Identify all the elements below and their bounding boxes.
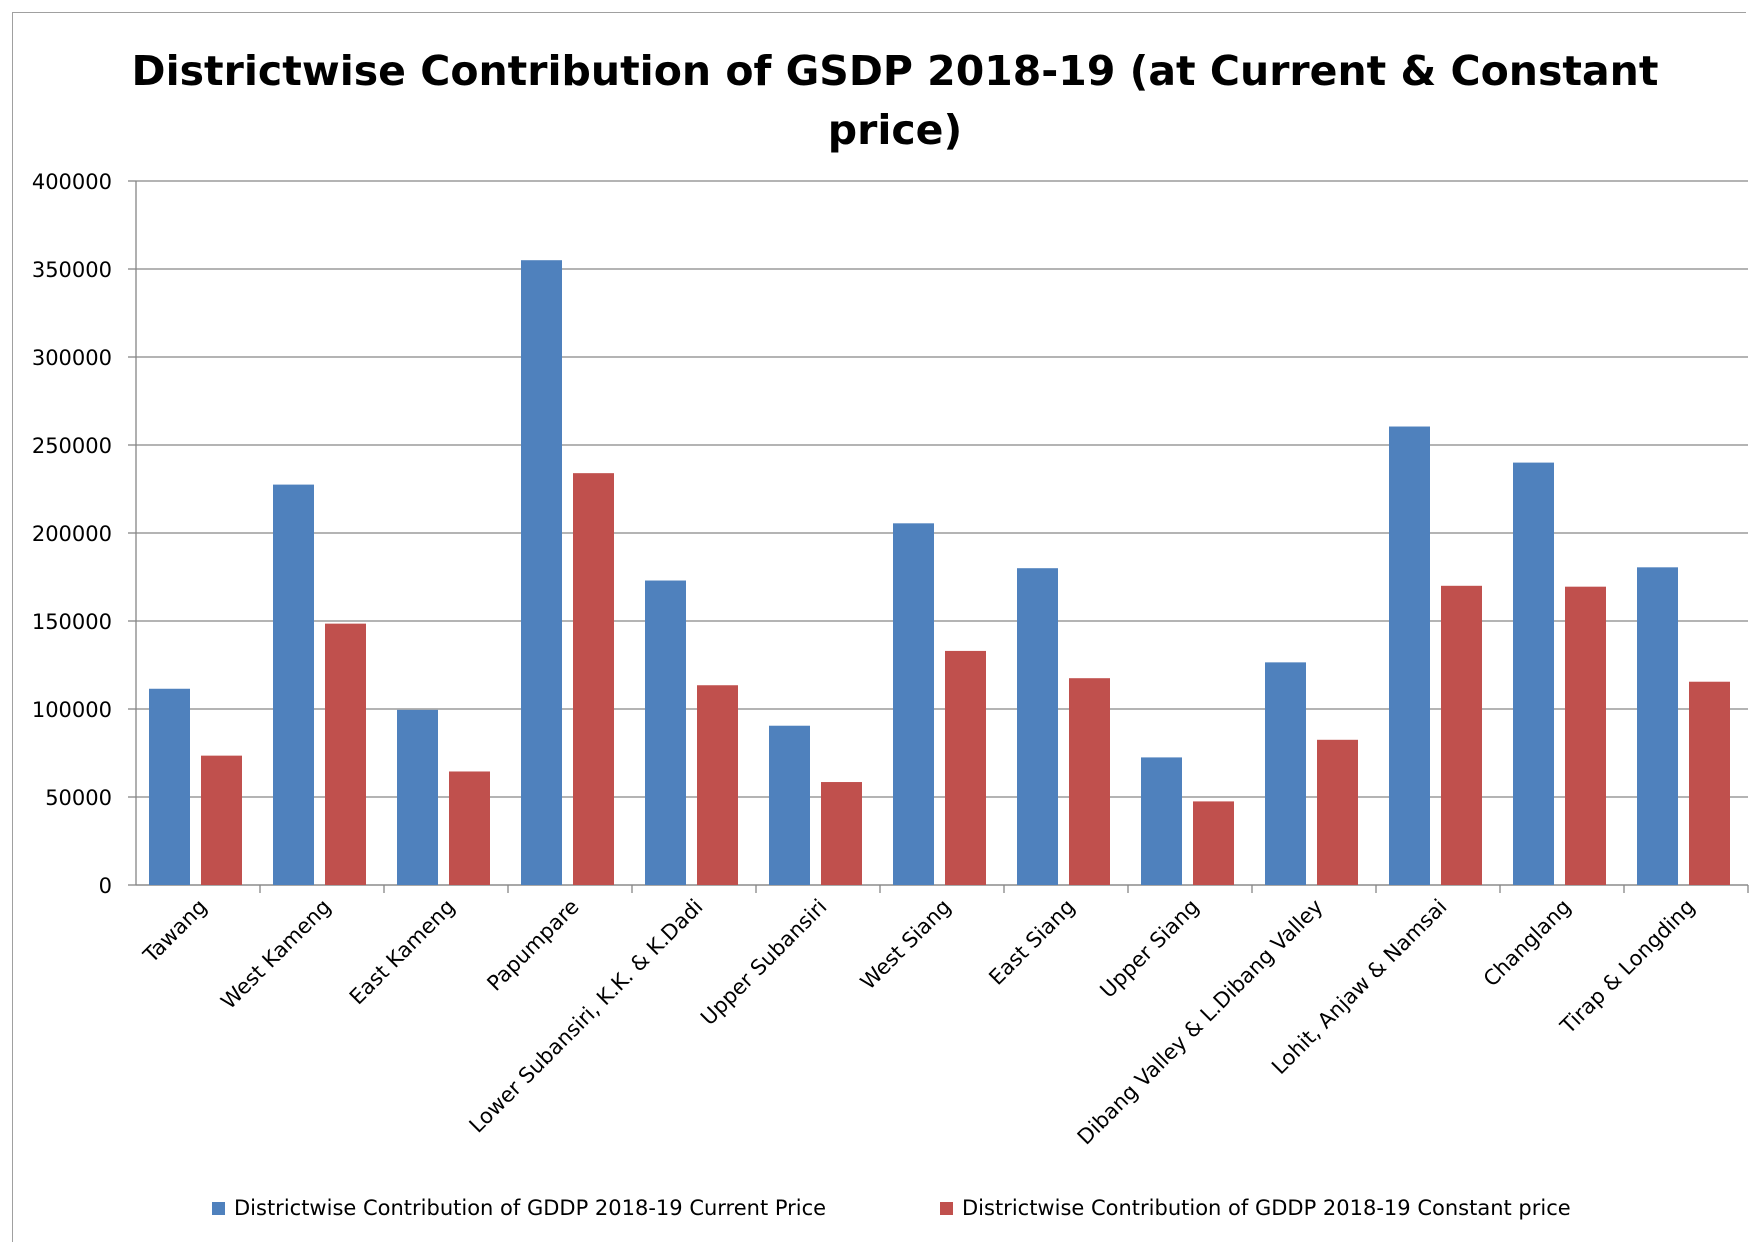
chart-title: Districtwise Contribution of GSDP 2018-1… xyxy=(0,42,1756,160)
y-tick-label: 350000 xyxy=(32,258,112,282)
legend-item-current: Districtwise Contribution of GDDP 2018-1… xyxy=(212,1196,826,1220)
chart-frame xyxy=(12,12,1746,1242)
x-tick-label: Changlang xyxy=(1479,895,1576,992)
gridlines xyxy=(128,180,1749,893)
x-tick-label: Tirap & Longding xyxy=(1555,895,1699,1039)
bars xyxy=(149,260,1730,885)
y-tick-label: 200000 xyxy=(32,522,112,546)
y-tick-label: 50000 xyxy=(45,786,112,810)
bar-constant xyxy=(1317,739,1358,885)
x-tick-label: Lower Subansiri, K.K. & K.Dadi xyxy=(465,895,708,1138)
chart-title-line-1: Districtwise Contribution of GSDP 2018-1… xyxy=(131,47,1659,95)
bar-constant xyxy=(697,685,738,885)
bar-constant xyxy=(945,650,986,885)
bar-current xyxy=(149,688,190,885)
x-tick-label: Upper Subansiri xyxy=(696,895,832,1031)
bar-current xyxy=(1513,462,1554,885)
legend-swatch-current xyxy=(212,1201,225,1215)
bar-constant xyxy=(1069,678,1110,885)
bar-current xyxy=(397,709,438,885)
legend-label-constant: Districtwise Contribution of GDDP 2018-1… xyxy=(962,1196,1571,1220)
bar-constant xyxy=(1441,585,1482,885)
bar-constant xyxy=(449,771,490,885)
bar-current xyxy=(1265,662,1306,885)
y-axis-tick-labels: 0 50000 100000 150000 200000 250000 300000 3500… xyxy=(32,170,112,898)
bar-current xyxy=(1141,757,1182,885)
bar-constant xyxy=(573,473,614,885)
x-tick-label: West Kameng xyxy=(216,895,335,1014)
legend-swatch-constant xyxy=(940,1201,953,1215)
bar-constant xyxy=(1565,586,1606,885)
bar-constant xyxy=(821,782,862,885)
bar-constant xyxy=(325,623,366,885)
y-tick-label: 100000 xyxy=(32,698,112,722)
bar-current xyxy=(769,725,810,885)
y-tick-label: 300000 xyxy=(32,346,112,370)
chart-title-line-2: price) xyxy=(827,106,963,154)
x-tick-label: Upper Siang xyxy=(1095,895,1203,1003)
legend-item-constant: Districtwise Contribution of GDDP 2018-1… xyxy=(940,1196,1571,1220)
bar-current xyxy=(521,260,562,885)
bar-constant xyxy=(201,755,242,885)
y-tick-label: 400000 xyxy=(32,170,112,194)
x-axis-tick-labels: Tawang West Kameng East Kameng PapumpareLow… xyxy=(138,895,1699,1150)
bar-current xyxy=(645,580,686,885)
x-tick-label: West Siang xyxy=(856,895,956,995)
bar-constant xyxy=(1193,801,1234,885)
x-tick-label: East Kameng xyxy=(345,895,460,1010)
x-tick-label: Dibang Valley & L.Dibang Valley xyxy=(1073,895,1328,1150)
x-tick-label: East Siang xyxy=(984,895,1079,990)
bar-constant xyxy=(1689,681,1730,885)
x-tick-label: Papumpare xyxy=(482,895,583,996)
bar-current xyxy=(893,523,934,885)
bar-current xyxy=(1637,567,1678,885)
y-tick-label: 0 xyxy=(99,874,112,898)
legend-label-current: Districtwise Contribution of GDDP 2018-1… xyxy=(234,1196,827,1220)
bar-current xyxy=(1389,426,1430,885)
y-tick-label: 250000 xyxy=(32,434,112,458)
y-tick-label: 150000 xyxy=(32,610,112,634)
bar-current xyxy=(1017,568,1058,885)
x-tick-label: Tawang xyxy=(138,895,211,968)
bar-current xyxy=(273,484,314,885)
